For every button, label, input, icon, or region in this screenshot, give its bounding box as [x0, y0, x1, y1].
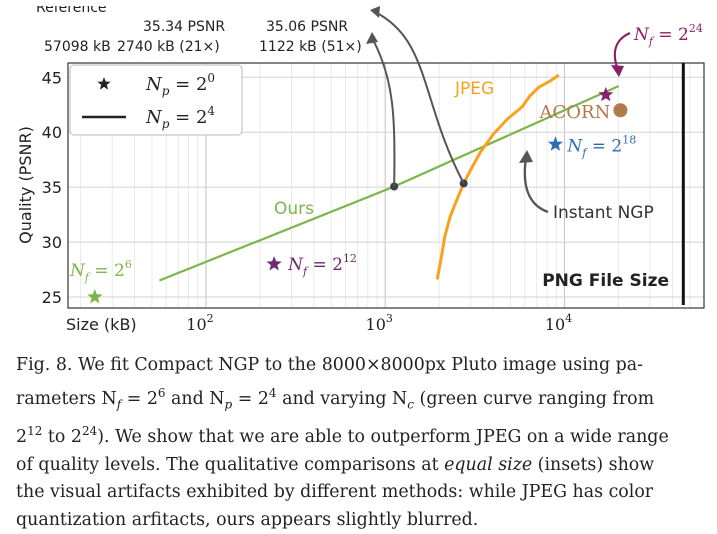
x-tick-label: 103 — [366, 312, 393, 334]
caption-sup: 4 — [268, 385, 277, 400]
caption-line-3: 212 to 224). We show that we are able to… — [16, 418, 706, 451]
caption-text: (insets) show — [532, 454, 655, 475]
caption-text: (green curve ranging from — [414, 388, 655, 409]
caption-line-6: quantization arfitacts, ours appears sli… — [16, 507, 706, 534]
arrow-nf-24 — [613, 31, 631, 71]
arrow-instant-ngp — [523, 157, 549, 214]
legend-label: Np = 24 — [145, 104, 215, 131]
y-axis-label: Quality (PSNR) — [16, 126, 35, 244]
jpeg-size-label: 2740 kB (21×) — [117, 39, 220, 55]
arrow-ours-highlight — [371, 37, 396, 187]
caption-text: quantization arfitacts, ours appears sli… — [16, 509, 479, 530]
arrowhead-jpeg — [370, 6, 380, 18]
label-acorn: ACORN — [539, 102, 611, 123]
figure-caption: Fig. 8. We fit Compact NGP to the 8000×8… — [16, 352, 706, 534]
point-star-nf-6 — [87, 289, 103, 304]
png-size-label: PNG File Size — [542, 271, 669, 291]
caption-text: = 2 — [232, 388, 269, 409]
label-nf-24: Nf = 224 — [633, 22, 703, 48]
chart-annotations: PNG File Size Ours JPEG Nf = 26 Nf = 212 Nf =… — [36, 0, 703, 305]
chart-axes: 25 30 35 40 45 102 103 104 Size (kB) Quality (PSN… — [16, 68, 572, 334]
psnr-vs-size-chart: 25 30 35 40 45 102 103 104 Size (kB) Quality (PSN… — [16, 0, 705, 334]
caption-text: rameters N — [16, 388, 117, 409]
point-star-nf-24 — [598, 86, 614, 102]
x-axis-label: Size (kB) — [66, 315, 137, 334]
caption-text: We fit Compact NGP to the 8000×8000px Pl… — [72, 355, 644, 375]
jpeg-psnr-label: 35.34 PSNR — [143, 19, 225, 35]
y-tick-label: 25 — [42, 288, 62, 307]
caption-text: and varying N — [276, 388, 408, 409]
series-line-jpeg — [435, 73, 560, 280]
arrowhead-instant-ngp — [519, 150, 533, 163]
y-tick-label: 35 — [42, 178, 62, 197]
plot-frame — [67, 62, 705, 309]
x-tick-label: 102 — [186, 312, 213, 334]
point-star-nf-18 — [547, 136, 563, 151]
caption-sub: p — [224, 396, 233, 411]
caption-sup: 12 — [27, 424, 43, 439]
y-tick-label: 45 — [42, 68, 62, 87]
chart-legend: Np = 20 Np = 24 — [69, 64, 243, 136]
caption-emphasis: equal size — [444, 454, 533, 475]
reference-label: Reference — [36, 0, 107, 16]
ours-psnr-label: 35.06 PSNR — [266, 19, 348, 35]
highlight-point — [459, 179, 468, 188]
series-label-jpeg: JPEG — [454, 79, 494, 99]
legend-label: Np = 20 — [145, 71, 215, 98]
caption-text: ). We show that we are able to outperfor… — [97, 427, 669, 448]
caption-text: of quality levels. The qualitative compa… — [16, 454, 445, 475]
y-tick-label: 40 — [42, 123, 62, 142]
label-nf-6: Nf = 26 — [69, 258, 132, 284]
point-acorn — [613, 103, 628, 118]
y-tick-label: 30 — [42, 233, 62, 252]
arrow-jpeg-highlight — [374, 11, 465, 184]
caption-text: = 2 — [121, 388, 158, 409]
caption-text: and N — [165, 388, 225, 409]
label-nf-12: Nf = 212 — [287, 252, 357, 278]
caption-text: the visual artifacts exhibited by differ… — [16, 482, 654, 503]
label-nf-18: Nf = 218 — [566, 133, 636, 159]
arrowhead-nf-24 — [611, 65, 624, 77]
legend-marker-star — [97, 77, 111, 90]
ours-size-label: 1122 kB (51×) — [259, 39, 362, 55]
x-tick-label: 104 — [545, 312, 572, 334]
point-star-nf-12 — [266, 256, 282, 271]
caption-sub: f — [116, 396, 122, 411]
caption-line-2: rameters Nf = 26 and Np = 24 and varying… — [16, 380, 706, 419]
caption-line-5: the visual artifacts exhibited by differ… — [16, 479, 706, 507]
caption-sub: c — [407, 396, 415, 411]
caption-sup: 24 — [81, 424, 98, 439]
reference-size-label: 57098 kB — [44, 39, 111, 55]
caption-sup: 6 — [157, 385, 166, 400]
caption-line-4: of quality levels. The qualitative compa… — [16, 452, 706, 480]
caption-prefix: Fig. 8. — [16, 355, 73, 375]
instant-ngp-label: Instant NGP — [553, 203, 654, 223]
series-label-ours: Ours — [274, 199, 314, 219]
caption-text: to 2 — [42, 427, 82, 448]
caption-text: 2 — [16, 427, 28, 448]
arrowhead-ours — [366, 32, 378, 44]
caption-line-1: Fig. 8. We fit Compact NGP to the 8000×8… — [16, 352, 706, 380]
